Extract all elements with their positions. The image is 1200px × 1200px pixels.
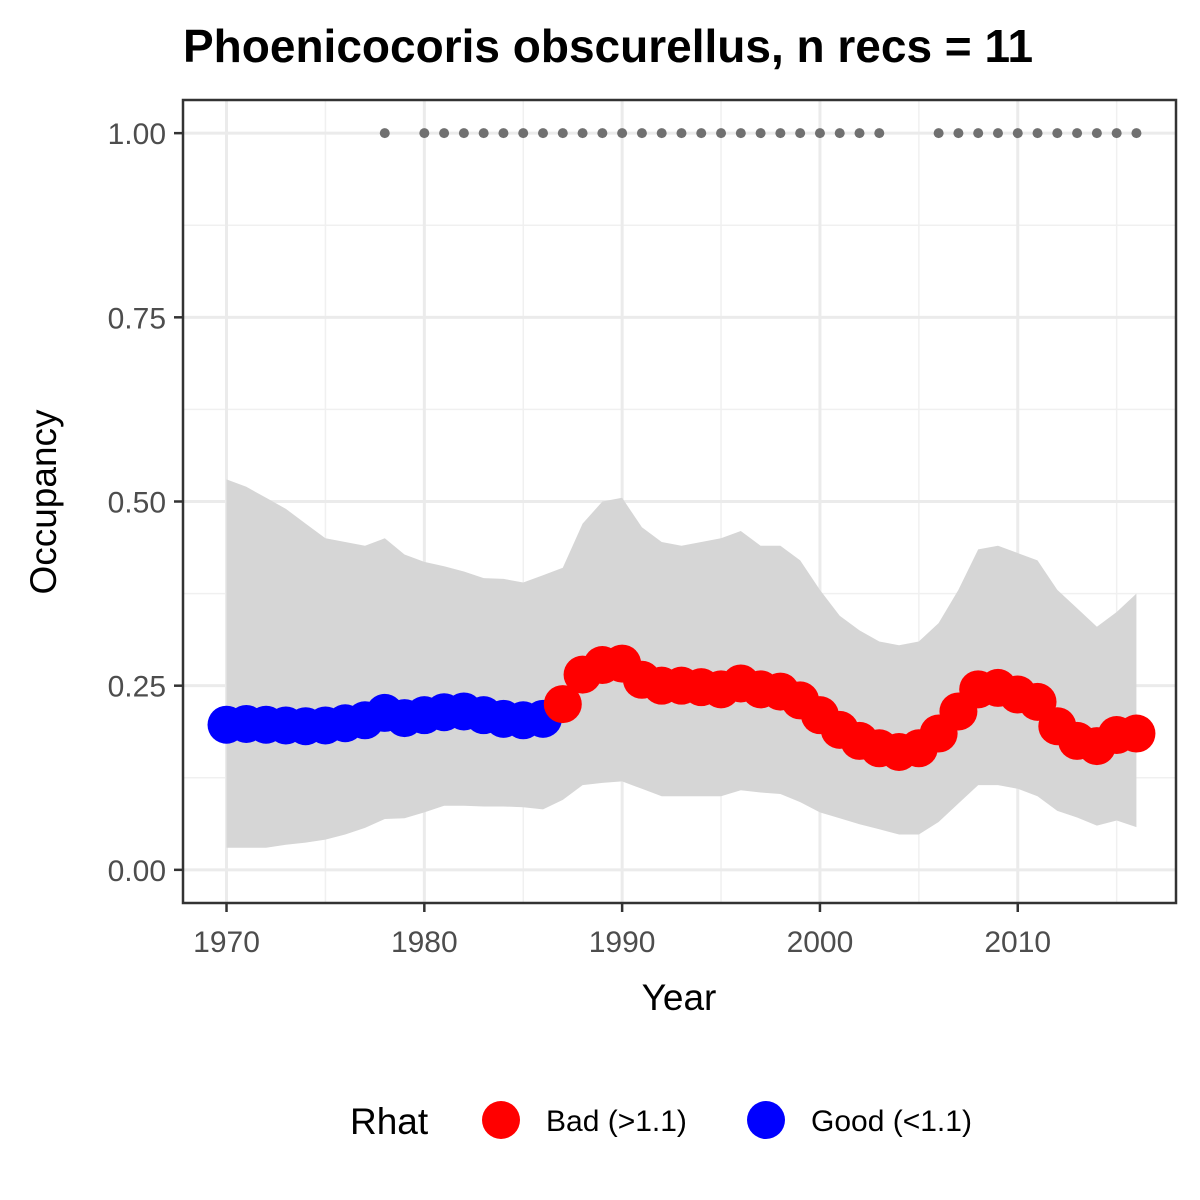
x-tick-label: 2000 — [787, 926, 854, 959]
record-point — [755, 128, 766, 139]
record-point — [814, 128, 825, 139]
record-point — [834, 128, 845, 139]
record-point — [696, 128, 707, 139]
y-axis-title: Occupancy — [23, 409, 64, 595]
record-point — [795, 128, 806, 139]
axes-layer: 0.00 0.25 0.50 0.75 1.00 1970 1980 1990 2000 2010 — [108, 98, 1178, 959]
record-point — [636, 128, 647, 139]
record-point — [874, 128, 885, 139]
record-point — [1111, 128, 1122, 139]
record-point — [676, 128, 687, 139]
record-point — [498, 128, 509, 139]
x-tick-label: 2010 — [984, 926, 1051, 959]
record-point — [518, 128, 529, 139]
legend-key-good — [747, 1101, 785, 1139]
occupancy-points-layer — [207, 644, 1156, 771]
record-point — [1032, 128, 1043, 139]
record-point — [716, 128, 727, 139]
record-point — [478, 128, 489, 139]
record-point — [1072, 128, 1083, 139]
record-point — [577, 128, 588, 139]
record-point — [419, 128, 430, 139]
record-point — [854, 128, 865, 139]
record-point — [1012, 128, 1023, 139]
legend-label-good: Good (<1.1) — [811, 1105, 972, 1138]
record-point — [458, 128, 469, 139]
record-point — [439, 128, 450, 139]
legend-label-bad: Bad (>1.1) — [546, 1105, 687, 1138]
y-tick-label: 0.00 — [108, 855, 166, 888]
record-point — [953, 128, 964, 139]
legend-key-bad — [482, 1101, 520, 1139]
record-point — [775, 128, 786, 139]
occupancy-point-bad — [1117, 714, 1156, 753]
y-tick-label: 1.00 — [108, 118, 166, 151]
chart-title: Phoenicocoris obscurellus, n recs = 11 — [183, 20, 1033, 72]
x-axis-title: Year — [642, 977, 717, 1018]
x-tick-label: 1980 — [391, 926, 458, 959]
legend-title: Rhat — [350, 1101, 429, 1142]
record-point — [656, 128, 667, 139]
record-point — [735, 128, 746, 139]
occupancy-point-bad — [543, 685, 582, 724]
record-point — [1131, 128, 1142, 139]
record-point — [933, 128, 944, 139]
record-point — [379, 128, 390, 139]
y-tick-label: 0.25 — [108, 671, 166, 704]
record-point — [538, 128, 549, 139]
y-tick-label: 0.75 — [108, 302, 166, 335]
x-tick-label: 1970 — [193, 926, 260, 959]
record-point — [1052, 128, 1063, 139]
legend: Rhat Bad (>1.1) Good (<1.1) — [350, 1101, 972, 1142]
x-tick-label: 1990 — [589, 926, 656, 959]
record-point — [557, 128, 568, 139]
record-point — [1091, 128, 1102, 139]
record-point — [992, 128, 1003, 139]
record-point — [617, 128, 628, 139]
record-point — [597, 128, 608, 139]
record-points-layer — [379, 128, 1142, 139]
y-tick-label: 0.50 — [108, 487, 166, 520]
record-point — [973, 128, 984, 139]
